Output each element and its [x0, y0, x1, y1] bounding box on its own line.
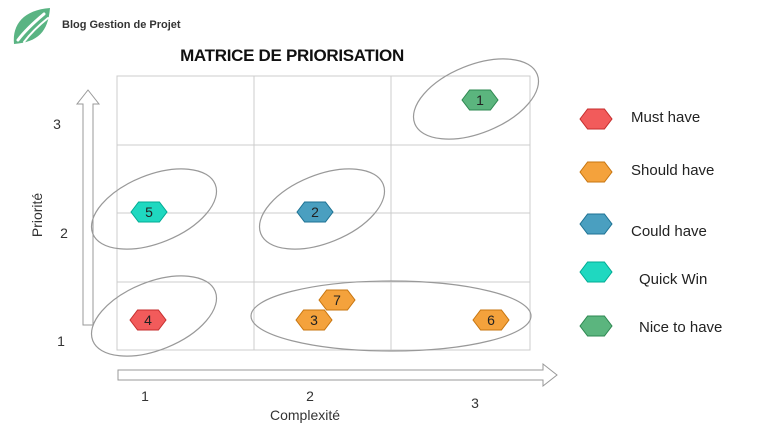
- item-3: 3: [295, 309, 333, 331]
- x-axis-label: Complexité: [270, 407, 340, 423]
- item-4-label: 4: [144, 312, 152, 328]
- item-6-hexagon: [472, 309, 510, 331]
- item-2: 2: [296, 201, 334, 223]
- matrix-items: 1 2 3 4 5 6 7: [129, 89, 510, 331]
- item-6-label: 6: [487, 312, 495, 328]
- item-3-hexagon: [295, 309, 333, 331]
- item-5: 5: [130, 201, 168, 223]
- y-axis-arrow: [75, 89, 101, 326]
- legend-swatch-should-have: [579, 161, 613, 183]
- item-7-hexagon: [318, 289, 356, 311]
- item-7: 7: [318, 289, 356, 311]
- item-1-hexagon: [461, 89, 499, 111]
- nice-to-have-group: [412, 58, 540, 140]
- y-tick-1: 1: [57, 333, 65, 349]
- leaf-icon: [13, 8, 51, 44]
- item-4: 4: [129, 309, 167, 331]
- legend: [579, 108, 613, 337]
- item-5-label: 5: [145, 204, 153, 220]
- must-have-group: [90, 275, 218, 357]
- y-tick-3: 3: [53, 116, 61, 132]
- item-2-hexagon: [296, 201, 334, 223]
- logo-text: Blog Gestion de Projet: [62, 19, 181, 31]
- x-axis-arrow: [117, 362, 558, 388]
- x-tick-1: 1: [141, 388, 149, 404]
- legend-label-could-have: Could have: [631, 223, 707, 240]
- legend-label-quick-win: Quick Win: [639, 271, 708, 288]
- item-2-label: 2: [311, 204, 319, 220]
- legend-label-must-have: Must have: [631, 109, 701, 126]
- legend-swatch-nice-to-have: [579, 315, 613, 337]
- item-4-hexagon: [129, 309, 167, 331]
- item-6: 6: [472, 309, 510, 331]
- quick-win-group: [90, 168, 218, 250]
- legend-swatch-must-have: [579, 108, 613, 130]
- item-1-label: 1: [476, 92, 484, 108]
- x-tick-2: 2: [306, 388, 314, 404]
- legend-label-should-have: Should have: [631, 162, 715, 179]
- item-1: 1: [461, 89, 499, 111]
- item-5-hexagon: [130, 201, 168, 223]
- y-axis-label: Priorité: [29, 193, 45, 238]
- y-tick-2: 2: [60, 225, 68, 241]
- item-3-label: 3: [310, 312, 318, 328]
- could-have-group: [258, 168, 386, 250]
- legend-label-nice-to-have: Nice to have: [639, 319, 723, 336]
- logo: [10, 6, 60, 51]
- item-7-label: 7: [333, 292, 341, 308]
- legend-swatch-quick-win: [579, 261, 613, 283]
- legend-swatch-could-have: [579, 213, 613, 235]
- should-have-group: [250, 280, 532, 352]
- x-tick-3: 3: [471, 395, 479, 411]
- page-title: MATRICE DE PRIORISATION: [180, 46, 404, 65]
